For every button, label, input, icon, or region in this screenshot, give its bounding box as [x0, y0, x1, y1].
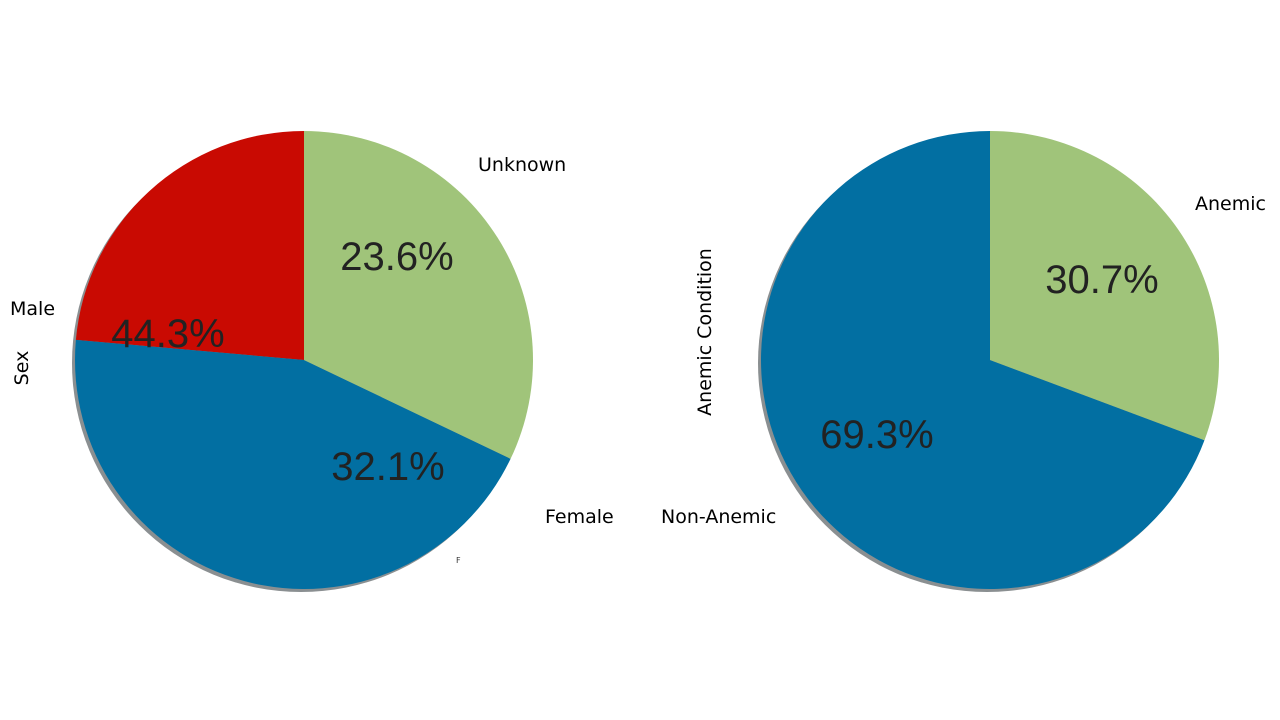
pie-slice-non-anemic	[761, 131, 1205, 589]
pie-slice-male	[74, 339, 511, 590]
category-label-unknown: Unknown	[478, 154, 566, 176]
pie-slice-unknown	[75, 131, 304, 360]
category-label-female: Female	[545, 506, 614, 528]
pie-chart-2: 69.3% 30.7% Non-Anemic Anemic Anemic Conditi…	[661, 130, 1266, 592]
category-label-anemic: Anemic	[1195, 193, 1266, 215]
category-label-non-anemic: Non-Anemic	[661, 506, 776, 528]
pct-label-female: 32.1%	[331, 445, 444, 489]
pct-label-non-anemic: 69.3%	[820, 413, 933, 457]
pct-label-anemic: 30.7%	[1045, 258, 1158, 302]
pie-slice-anemic	[990, 130, 1220, 441]
category-label-male: Male	[10, 298, 55, 320]
pct-label-male: 44.3%	[111, 312, 224, 356]
y-axis-label: Sex	[11, 351, 33, 386]
pct-label-unknown: 23.6%	[340, 235, 453, 279]
pie-chart-1: 23.6% 44.3% 32.1% Unknown Male Female Sex F	[10, 131, 614, 592]
stray-text-mark: F	[456, 556, 461, 565]
pie-slice-female	[304, 131, 533, 459]
y-axis-label: Anemic Condition	[694, 248, 716, 416]
